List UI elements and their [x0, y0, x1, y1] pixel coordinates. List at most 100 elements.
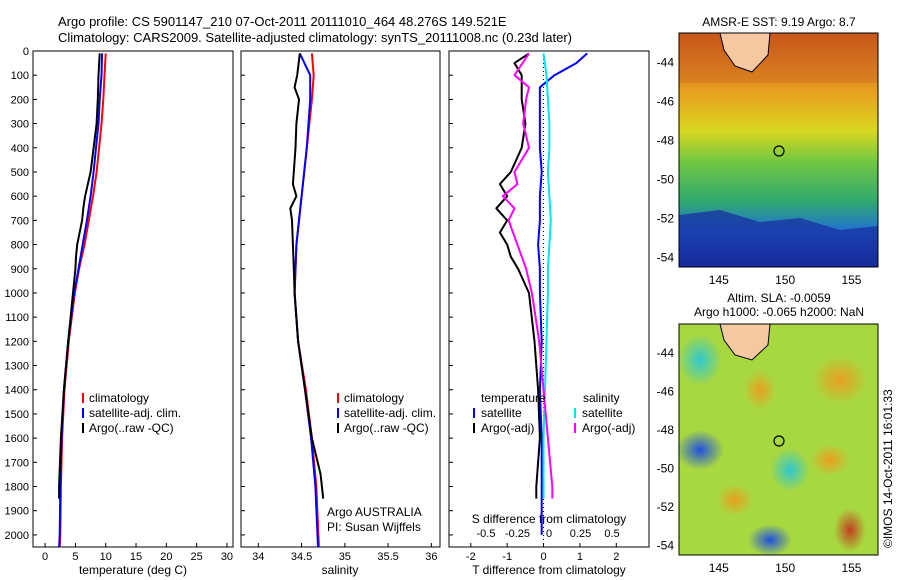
- map-lon-tick-label: 145: [709, 273, 729, 287]
- depth-tick-label: 700: [11, 215, 29, 227]
- map-lat-tick-label: -50: [657, 172, 675, 186]
- sla-feature: [770, 448, 810, 492]
- x-tick-label: 34: [252, 551, 264, 563]
- map-lat-tick-label: -52: [657, 211, 675, 225]
- x-tick-label: -1: [502, 551, 512, 563]
- map-lat-tick-label: -54: [657, 250, 675, 264]
- x-tick-label: 2: [613, 551, 619, 563]
- series-line-satellite: [542, 53, 552, 499]
- argo-float-marker: [773, 145, 785, 157]
- series-line-argo--adj-: [495, 52, 541, 499]
- series-line-argo---raw--qc-: [58, 53, 101, 499]
- float-program-annotation: Argo AUSTRALIA: [327, 505, 422, 519]
- t-difference-axis-label: T difference from climatology: [472, 563, 626, 577]
- salinity-axis-label: salinity: [322, 563, 359, 577]
- depth-tick-label: 600: [11, 191, 29, 203]
- map-lat-tick-label: -52: [657, 500, 675, 514]
- difference-panel-frame: [448, 50, 650, 548]
- temperature-legend: climatology satellite-adj. clim. Argo(..…: [82, 391, 181, 435]
- sla-map-title-line2: Argo h1000: -0.065 h2000: NaN: [694, 305, 864, 319]
- legend-label-satellite: satellite-adj. clim.: [89, 406, 181, 420]
- legend-label-s-argo: Argo(-adj): [582, 421, 635, 435]
- figure-title-line2: Climatology: CARS2009. Satellite-adjuste…: [58, 30, 572, 45]
- x-tick-label: 34.5: [291, 551, 312, 563]
- x-tick-label: 35.5: [377, 551, 398, 563]
- sst-map: [678, 32, 879, 268]
- map-lon-tick-label: 155: [841, 561, 861, 575]
- x-tick-label: 10: [100, 551, 112, 563]
- depth-tick-label: 1200: [5, 336, 29, 348]
- depth-tick-label: 1700: [5, 457, 29, 469]
- x-tick-label: 0: [42, 551, 48, 563]
- depth-axis: 0 100 200 300 400 500 600 700 800 900 1000 1100 1200…: [5, 46, 453, 542]
- x-tick-label: 20: [160, 551, 172, 563]
- depth-tick-label: 1100: [5, 312, 29, 324]
- depth-tick-label: 1300: [5, 361, 29, 373]
- legend-title-temperature: temperature: [481, 391, 546, 405]
- figure-title-line1: Argo profile: CS 5901147_210 07-Oct-2011…: [58, 14, 507, 29]
- series-line-argo--adj-: [501, 52, 554, 499]
- s-difference-tick-label: -0.5: [477, 528, 496, 540]
- sla-feature: [812, 356, 868, 404]
- map-lat-tick-label: -50: [657, 461, 675, 475]
- x-tick-label: 0: [540, 551, 546, 563]
- salinity-legend: climatology satellite-adj. clim. Argo(..…: [327, 391, 436, 534]
- depth-tick-label: 1400: [5, 385, 29, 397]
- depth-tick-label: 0: [23, 46, 29, 58]
- s-difference-tick-label: 0.25: [570, 528, 591, 540]
- map-lat-tick-label: -48: [657, 423, 675, 437]
- sla-feature: [676, 430, 724, 470]
- sst-map-title: AMSR-E SST: 9.19 Argo: 8.7: [702, 15, 856, 29]
- legend-label-t-satellite: satellite: [481, 406, 522, 420]
- temperature-panel-frame: [32, 50, 234, 548]
- map-lon-tick-label: 150: [775, 273, 795, 287]
- principal-investigator-annotation: PI: Susan Wijffels: [327, 520, 421, 534]
- sst-warm-band: [679, 33, 878, 83]
- map-tick-labels: 145 150 155 -44 -46 -48 -50 -52 -54 145 150 155 -44 -…: [657, 55, 862, 575]
- sst-cold-region: [679, 210, 878, 267]
- depth-tick-label: 800: [11, 240, 29, 252]
- depth-tick-label: 1500: [5, 409, 29, 421]
- imos-watermark: ©IMOS 14-Oct-2011 16:01:33: [881, 389, 895, 548]
- s-difference-tick-label: 0.5: [604, 528, 619, 540]
- series-line-satellite: [537, 52, 588, 535]
- temperature-axis-label: temperature (deg C): [79, 563, 187, 577]
- depth-tick-label: 900: [11, 264, 29, 276]
- depth-tick-label: 1800: [5, 482, 29, 494]
- series-line-climatology: [293, 53, 320, 548]
- x-tick-labels: 0 5 10 15 20 25 30 34 34.5 35 35.5 36 -2 -1 0 1 2 -0.5 -0.…: [42, 528, 620, 563]
- x-tick-label: 36: [425, 551, 437, 563]
- sla-map-title-line1: Altim. SLA: -0.0059: [727, 291, 831, 305]
- map-lat-tick-label: -46: [657, 384, 675, 398]
- sla-feature: [678, 334, 722, 386]
- argo-float-marker: [773, 435, 785, 447]
- s-difference-axis-label: S difference from climatology: [472, 512, 627, 526]
- sla-feature: [748, 524, 792, 556]
- sla-feature: [744, 370, 776, 410]
- sla-feature: [810, 444, 850, 476]
- depth-tick-label: 1900: [5, 506, 29, 518]
- x-tick-label: 30: [221, 551, 233, 563]
- depth-tick-label: 100: [11, 70, 29, 82]
- depth-tick-label: 500: [11, 167, 29, 179]
- depth-tick-label: 200: [11, 94, 29, 106]
- series-line-argo---raw--qc-: [289, 53, 325, 499]
- x-tick-label: 35: [339, 551, 351, 563]
- sst-map-frame: [678, 32, 879, 268]
- map-lon-tick-label: 155: [841, 273, 861, 287]
- salinity-panel-frame: [240, 50, 441, 548]
- sla-map: [676, 323, 879, 556]
- map-lat-tick-label: -46: [657, 94, 675, 108]
- map-lat-tick-label: -54: [657, 538, 675, 552]
- x-tick-label: 25: [191, 551, 203, 563]
- depth-tick-label: 400: [11, 143, 29, 155]
- s-difference-tick-label: -0.25: [505, 528, 530, 540]
- profile-series: [58, 52, 588, 548]
- legend-label-climatology: climatology: [344, 391, 404, 405]
- sla-feature: [834, 508, 866, 552]
- legend-label-argo: Argo(..raw -QC): [89, 421, 174, 435]
- map-lat-tick-label: -48: [657, 133, 675, 147]
- legend-label-satellite: satellite-adj. clim.: [344, 406, 436, 420]
- legend-label-s-satellite: satellite: [582, 406, 623, 420]
